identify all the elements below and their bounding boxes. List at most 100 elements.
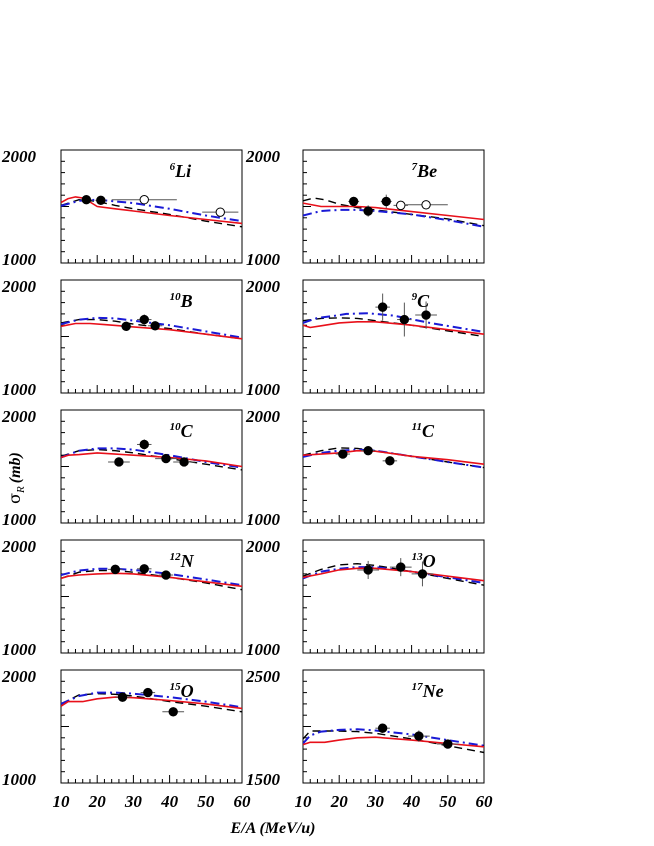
data-point bbox=[375, 293, 390, 321]
y-tick-label: 1000 bbox=[246, 510, 281, 529]
element-symbol: O bbox=[181, 681, 194, 701]
panel-6li: 1000 2000 6Li bbox=[1, 147, 243, 269]
x-tick-label: 50 bbox=[197, 792, 215, 811]
y-axis-subscript: R bbox=[15, 486, 27, 494]
nucleus-label: 10B bbox=[170, 291, 193, 311]
mass-number: 9 bbox=[412, 291, 418, 303]
curve-solid bbox=[303, 736, 484, 748]
x-tick-label: 60 bbox=[234, 792, 252, 811]
curve-solid bbox=[61, 196, 242, 225]
curve-solid bbox=[303, 321, 484, 335]
y-tick-label: 2000 bbox=[245, 407, 281, 426]
marker bbox=[363, 206, 373, 216]
data-point bbox=[397, 302, 412, 337]
y-tick-label: 1000 bbox=[2, 250, 37, 269]
data-point bbox=[436, 739, 459, 749]
y-tick-label: 1000 bbox=[2, 640, 37, 659]
marker bbox=[143, 687, 153, 698]
nucleus-label: 15O bbox=[170, 681, 194, 701]
data-point bbox=[415, 301, 437, 329]
curve-dashdot bbox=[61, 567, 242, 587]
data-point bbox=[375, 723, 390, 733]
panel-frame bbox=[302, 279, 485, 394]
y-axis-symbol: σ bbox=[5, 493, 24, 504]
panel-10b: 1000 2000 10B bbox=[1, 277, 243, 399]
nucleus-label: 17Ne bbox=[412, 681, 444, 701]
marker bbox=[443, 739, 453, 749]
data-point bbox=[137, 564, 152, 574]
marker bbox=[139, 195, 149, 205]
x-tick-label: 10 bbox=[53, 792, 71, 811]
element-symbol: Li bbox=[174, 161, 191, 181]
data-point bbox=[335, 449, 351, 459]
curve-solid bbox=[61, 452, 242, 468]
nucleus-label: 13O bbox=[412, 551, 436, 571]
element-symbol: C bbox=[181, 421, 194, 441]
marker bbox=[381, 196, 391, 207]
panel-frame bbox=[60, 279, 243, 394]
panel-7be: 1000 2000 7Be bbox=[245, 147, 485, 269]
data-point bbox=[95, 195, 107, 205]
y-tick-label: 1000 bbox=[2, 380, 37, 399]
element-symbol: C bbox=[417, 291, 430, 311]
y-axis-title: σR (mb) bbox=[5, 452, 27, 504]
data-point bbox=[80, 195, 92, 205]
data-point bbox=[382, 456, 398, 466]
marker bbox=[414, 731, 424, 741]
x-tick-label: 30 bbox=[124, 792, 143, 811]
curve-dashdot bbox=[303, 728, 484, 747]
curve-solid bbox=[61, 322, 242, 340]
y-tick-label: 2500 bbox=[245, 667, 281, 686]
data-point bbox=[120, 321, 132, 332]
marker bbox=[417, 569, 428, 579]
data-point bbox=[158, 570, 174, 580]
marker bbox=[117, 692, 128, 702]
y-tick-label: 2000 bbox=[245, 277, 281, 296]
element-symbol: O bbox=[423, 551, 436, 571]
marker bbox=[396, 200, 406, 211]
y-tick-label: 1000 bbox=[2, 510, 37, 529]
mass-number: 13 bbox=[412, 551, 424, 563]
panel-9c: 1000 2000 9C bbox=[245, 277, 485, 399]
data-point-open bbox=[404, 200, 448, 210]
marker bbox=[385, 456, 395, 466]
data-point bbox=[360, 445, 376, 456]
y-tick-label: 1000 bbox=[2, 770, 37, 789]
marker bbox=[161, 453, 171, 464]
svg-text:σR(mb): σR (mb) bbox=[5, 452, 27, 504]
x-tick-label: 20 bbox=[88, 792, 107, 811]
marker bbox=[110, 564, 121, 575]
curve-dashdot bbox=[61, 447, 242, 469]
y-tick-label: 2000 bbox=[1, 407, 37, 426]
curve-dashed bbox=[303, 730, 484, 754]
marker bbox=[377, 302, 388, 312]
marker bbox=[168, 707, 178, 717]
x-tick-label: 40 bbox=[160, 792, 179, 811]
panel-13o: 1000 2000 13O bbox=[245, 537, 485, 659]
panel-11c: 1000 2000 11C bbox=[245, 407, 485, 529]
y-axis-unit: (mb) bbox=[7, 452, 24, 483]
marker bbox=[96, 195, 106, 205]
nucleus-label: 6Li bbox=[170, 161, 192, 181]
marker bbox=[215, 207, 225, 217]
nucleus-label: 12N bbox=[170, 551, 195, 571]
x-tick-label: 30 bbox=[366, 792, 385, 811]
panel-frame bbox=[60, 539, 243, 654]
panel-frame bbox=[60, 149, 243, 264]
marker bbox=[399, 314, 410, 325]
y-tick-label: 2000 bbox=[245, 537, 281, 556]
element-symbol: Ne bbox=[422, 681, 444, 701]
nucleus-label: 7Be bbox=[412, 161, 438, 181]
panel-frame bbox=[60, 409, 243, 524]
data-point bbox=[357, 560, 380, 579]
element-symbol: C bbox=[422, 421, 435, 441]
data-point-open bbox=[202, 207, 239, 217]
data-point bbox=[115, 692, 130, 702]
element-symbol: B bbox=[180, 291, 193, 311]
panel-17ne: 1500 2500 17Ne 10 20 30 40 50 60 bbox=[245, 667, 493, 811]
y-tick-label: 1500 bbox=[246, 770, 281, 789]
panel-frame bbox=[302, 409, 485, 524]
marker bbox=[121, 321, 131, 332]
data-point bbox=[147, 321, 163, 331]
